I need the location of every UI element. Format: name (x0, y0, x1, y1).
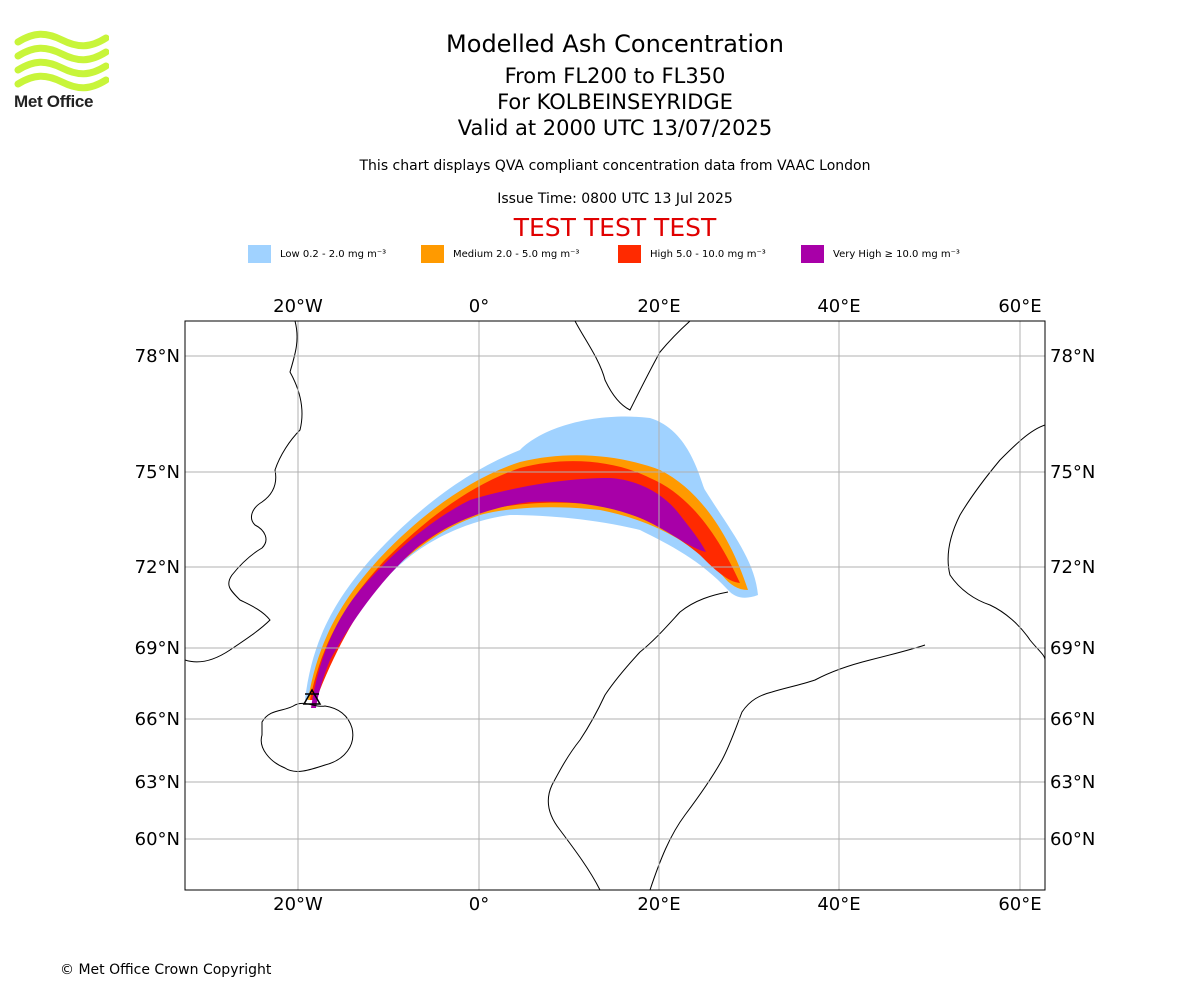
map-frame (184, 320, 1046, 891)
lat-label-left: 63°N (135, 772, 180, 793)
met-office-logo-icon (14, 30, 109, 92)
sweden-finland-coastline (649, 644, 926, 890)
spitsbergen-coastline (574, 321, 691, 411)
lat-label-right: 72°N (1050, 557, 1095, 578)
lat-label-right: 66°N (1050, 709, 1095, 730)
lon-label-top: 20°W (273, 296, 323, 317)
valid-time: Valid at 2000 UTC 13/07/2025 (457, 116, 773, 140)
ash-plume-low (305, 416, 758, 700)
legend-swatch-high (618, 245, 641, 263)
greenland-coastline (185, 321, 303, 663)
legend-swatch-very-high (801, 245, 824, 263)
issue-time: Issue Time: 0800 UTC 13 Jul 2025 (497, 191, 733, 207)
lat-label-right: 78°N (1050, 346, 1095, 367)
ash-plume-very-high (311, 478, 706, 708)
legend-item-medium: Medium 2.0 - 5.0 mg m⁻³ (421, 244, 579, 264)
lon-label-bottom: 40°E (817, 894, 860, 915)
volcano-name: For KOLBEINSEYRIDGE (497, 90, 733, 114)
lon-label-bottom: 60°E (998, 894, 1041, 915)
lon-label-top: 60°E (998, 296, 1041, 317)
flight-levels: From FL200 to FL350 (504, 64, 726, 88)
lat-label-right: 63°N (1050, 772, 1095, 793)
chart-title: Modelled Ash Concentration (446, 30, 784, 58)
lon-label-bottom: 20°W (273, 894, 323, 915)
lat-label-left: 60°N (135, 829, 180, 850)
test-banner: TEST TEST TEST (513, 213, 717, 242)
logo-wordmark: Met Office (14, 92, 94, 111)
legend-label-very-high: Very High ≥ 10.0 mg m⁻³ (833, 248, 960, 260)
legend-item-low: Low 0.2 - 2.0 mg m⁻³ (248, 244, 386, 264)
lat-label-left: 69°N (135, 638, 180, 659)
volcano-marker-icon (302, 688, 322, 705)
norway-coastline (547, 591, 729, 890)
lat-label-right: 69°N (1050, 638, 1095, 659)
russia-coastline (947, 424, 1045, 661)
lon-label-top: 40°E (817, 296, 860, 317)
chart-subtitle: This chart displays QVA compliant concen… (359, 158, 871, 174)
legend-swatch-low (248, 245, 271, 263)
lon-label-top: 0° (469, 296, 489, 317)
lat-label-left: 66°N (135, 709, 180, 730)
lat-label-left: 72°N (135, 557, 180, 578)
lat-label-right: 60°N (1050, 829, 1095, 850)
legend-label-high: High 5.0 - 10.0 mg m⁻³ (650, 248, 766, 260)
copyright-notice: © Met Office Crown Copyright (60, 962, 272, 978)
legend-item-high: High 5.0 - 10.0 mg m⁻³ (618, 244, 766, 264)
legend-swatch-medium (421, 245, 444, 263)
lat-label-left: 75°N (135, 462, 180, 483)
lon-label-top: 20°E (637, 296, 680, 317)
legend-item-very-high: Very High ≥ 10.0 mg m⁻³ (801, 244, 960, 264)
legend-label-low: Low 0.2 - 2.0 mg m⁻³ (280, 248, 387, 260)
lat-label-right: 75°N (1050, 462, 1095, 483)
legend-label-medium: Medium 2.0 - 5.0 mg m⁻³ (453, 248, 580, 260)
lon-label-bottom: 0° (469, 894, 489, 915)
lon-label-bottom: 20°E (637, 894, 680, 915)
iceland-coastline (260, 702, 354, 772)
lat-label-left: 78°N (135, 346, 180, 367)
